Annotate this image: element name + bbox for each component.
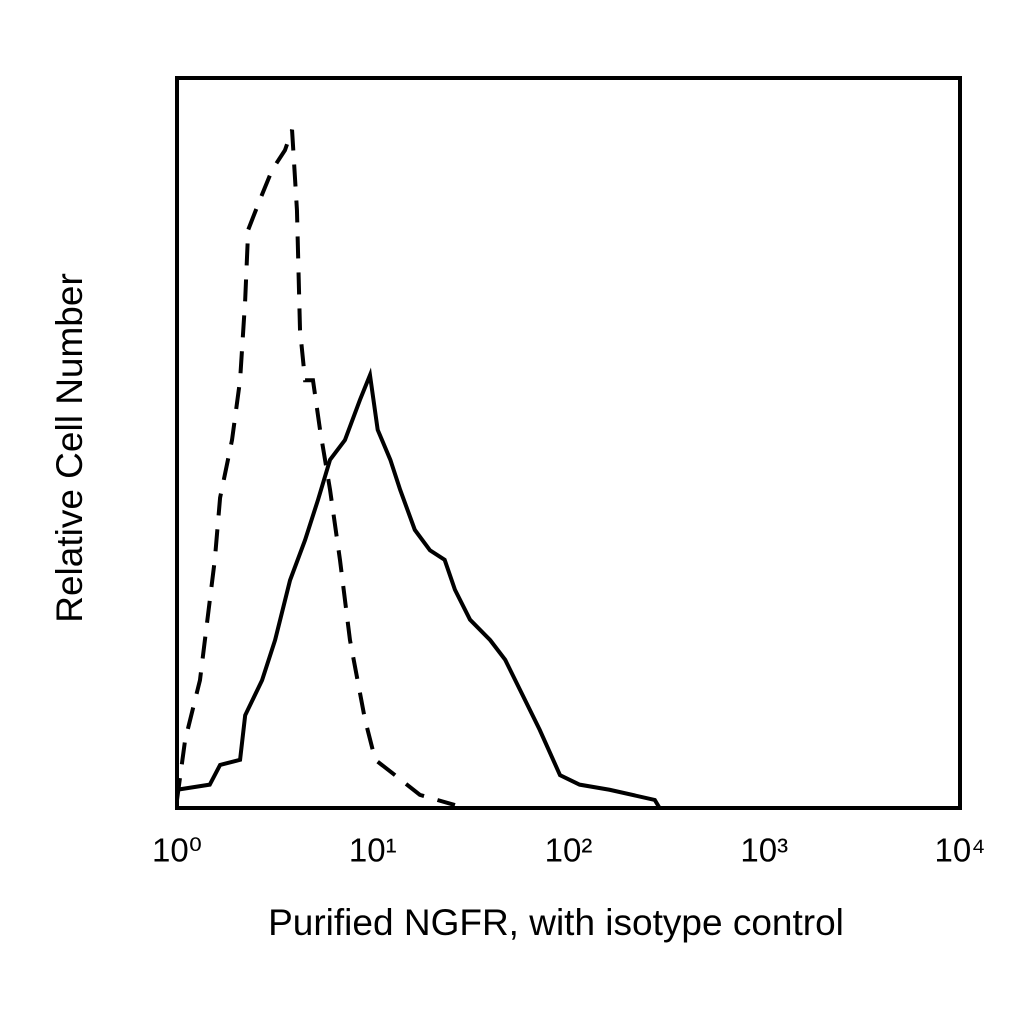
x-tick-label: 10² xyxy=(545,832,593,869)
x-tick-label: 10⁰ xyxy=(152,832,202,869)
series-line xyxy=(176,367,662,810)
y-axis-label: Relative Cell Number xyxy=(49,273,90,623)
x-tick-label: 10¹ xyxy=(349,832,397,869)
x-tick-label: 10³ xyxy=(740,832,788,869)
x-axis-label: Purified NGFR, with isotype control xyxy=(268,902,844,943)
series-line xyxy=(175,129,456,808)
x-tick-label: 10⁴ xyxy=(935,832,986,869)
plot-frame xyxy=(175,76,962,810)
